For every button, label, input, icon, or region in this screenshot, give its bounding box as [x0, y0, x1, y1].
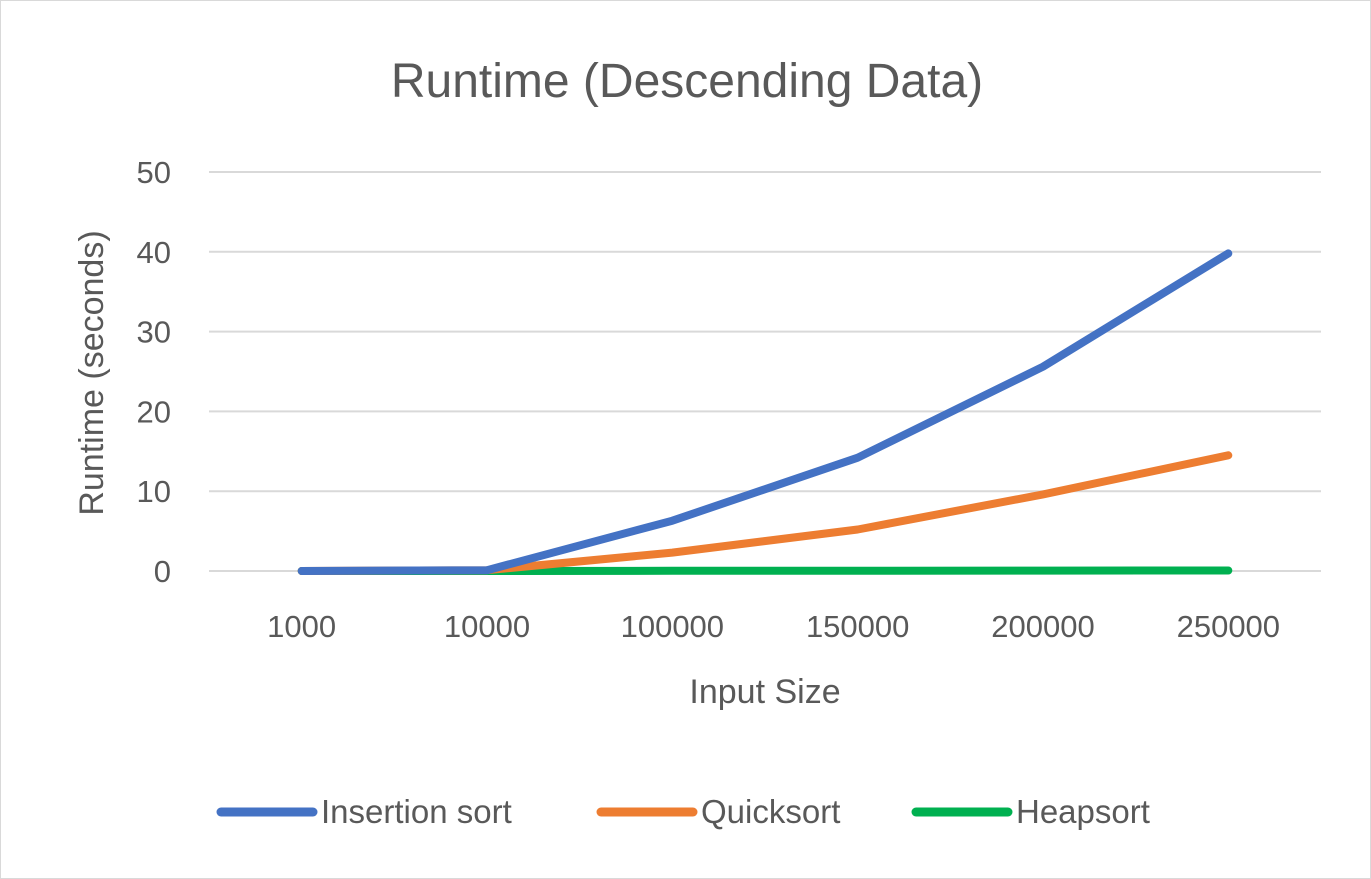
data-point-heapsort [1228, 570, 1229, 571]
legend: Insertion sort Quicksort Heapsort [216, 793, 1150, 830]
data-point-quicksort [672, 552, 673, 553]
data-point-heapsort [857, 570, 858, 571]
x-tick-label: 200000 [991, 609, 1094, 644]
x-tick-label: 250000 [1177, 609, 1280, 644]
gridlines [209, 171, 1321, 572]
data-point-insertion-sort [857, 457, 858, 458]
data-point-insertion-sort [487, 570, 488, 571]
x-tick-label: 10000 [444, 609, 530, 644]
chart-title: Runtime (Descending Data) [391, 55, 983, 108]
y-tick-label: 0 [154, 554, 171, 589]
y-tick-label: 10 [137, 474, 171, 509]
series-lines [297, 249, 1233, 575]
data-point-heapsort [1043, 570, 1044, 571]
legend-label-quicksort: Quicksort [701, 793, 840, 830]
data-point-insertion-sort [672, 520, 673, 521]
x-tick-label: 1000 [267, 609, 336, 644]
legend-label-heapsort: Heapsort [1016, 793, 1150, 830]
x-tick-label: 100000 [621, 609, 724, 644]
data-point-quicksort [1043, 494, 1044, 495]
data-point-heapsort [672, 570, 673, 571]
series-line-insertion-sort [297, 249, 1233, 575]
data-point-insertion-sort [1228, 253, 1229, 254]
series-line-quicksort [297, 451, 1233, 575]
data-point-insertion-sort [301, 571, 302, 572]
data-point-quicksort [857, 529, 858, 530]
y-tick-label: 30 [137, 315, 171, 350]
y-tick-label: 20 [137, 394, 171, 429]
x-axis-ticks: 1000 10000 100000 150000 200000 250000 [267, 609, 1280, 644]
y-tick-label: 40 [137, 235, 171, 270]
x-tick-label: 150000 [806, 609, 909, 644]
y-tick-label: 50 [137, 155, 171, 190]
y-axis-ticks: 0 10 20 30 40 50 [137, 155, 171, 589]
legend-label-insertion-sort: Insertion sort [321, 793, 512, 830]
data-point-insertion-sort [1043, 366, 1044, 367]
data-point-quicksort [1228, 455, 1229, 456]
x-axis-title: Input Size [689, 673, 840, 711]
y-axis-title: Runtime (seconds) [73, 230, 111, 515]
